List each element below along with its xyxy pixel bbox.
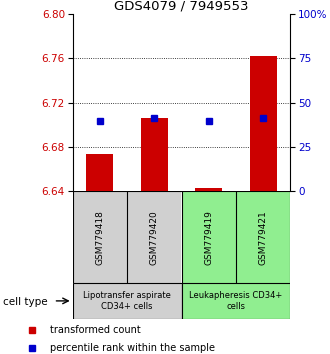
Bar xyxy=(182,191,236,283)
Text: transformed count: transformed count xyxy=(50,325,141,335)
Bar xyxy=(73,191,127,283)
Text: Leukapheresis CD34+
cells: Leukapheresis CD34+ cells xyxy=(189,291,282,310)
Bar xyxy=(195,188,222,191)
Text: GSM779419: GSM779419 xyxy=(204,210,213,265)
Text: GSM779418: GSM779418 xyxy=(95,210,104,265)
Bar xyxy=(236,191,290,283)
Text: Lipotransfer aspirate
CD34+ cells: Lipotransfer aspirate CD34+ cells xyxy=(83,291,171,310)
Title: GDS4079 / 7949553: GDS4079 / 7949553 xyxy=(114,0,249,13)
Text: percentile rank within the sample: percentile rank within the sample xyxy=(50,343,215,353)
Bar xyxy=(127,191,182,283)
Bar xyxy=(182,283,290,319)
Bar xyxy=(73,283,182,319)
Bar xyxy=(249,56,277,191)
Bar xyxy=(86,154,114,191)
Text: GSM779421: GSM779421 xyxy=(259,210,268,264)
Text: cell type: cell type xyxy=(3,297,48,307)
Text: GSM779420: GSM779420 xyxy=(150,210,159,264)
Bar xyxy=(141,118,168,191)
